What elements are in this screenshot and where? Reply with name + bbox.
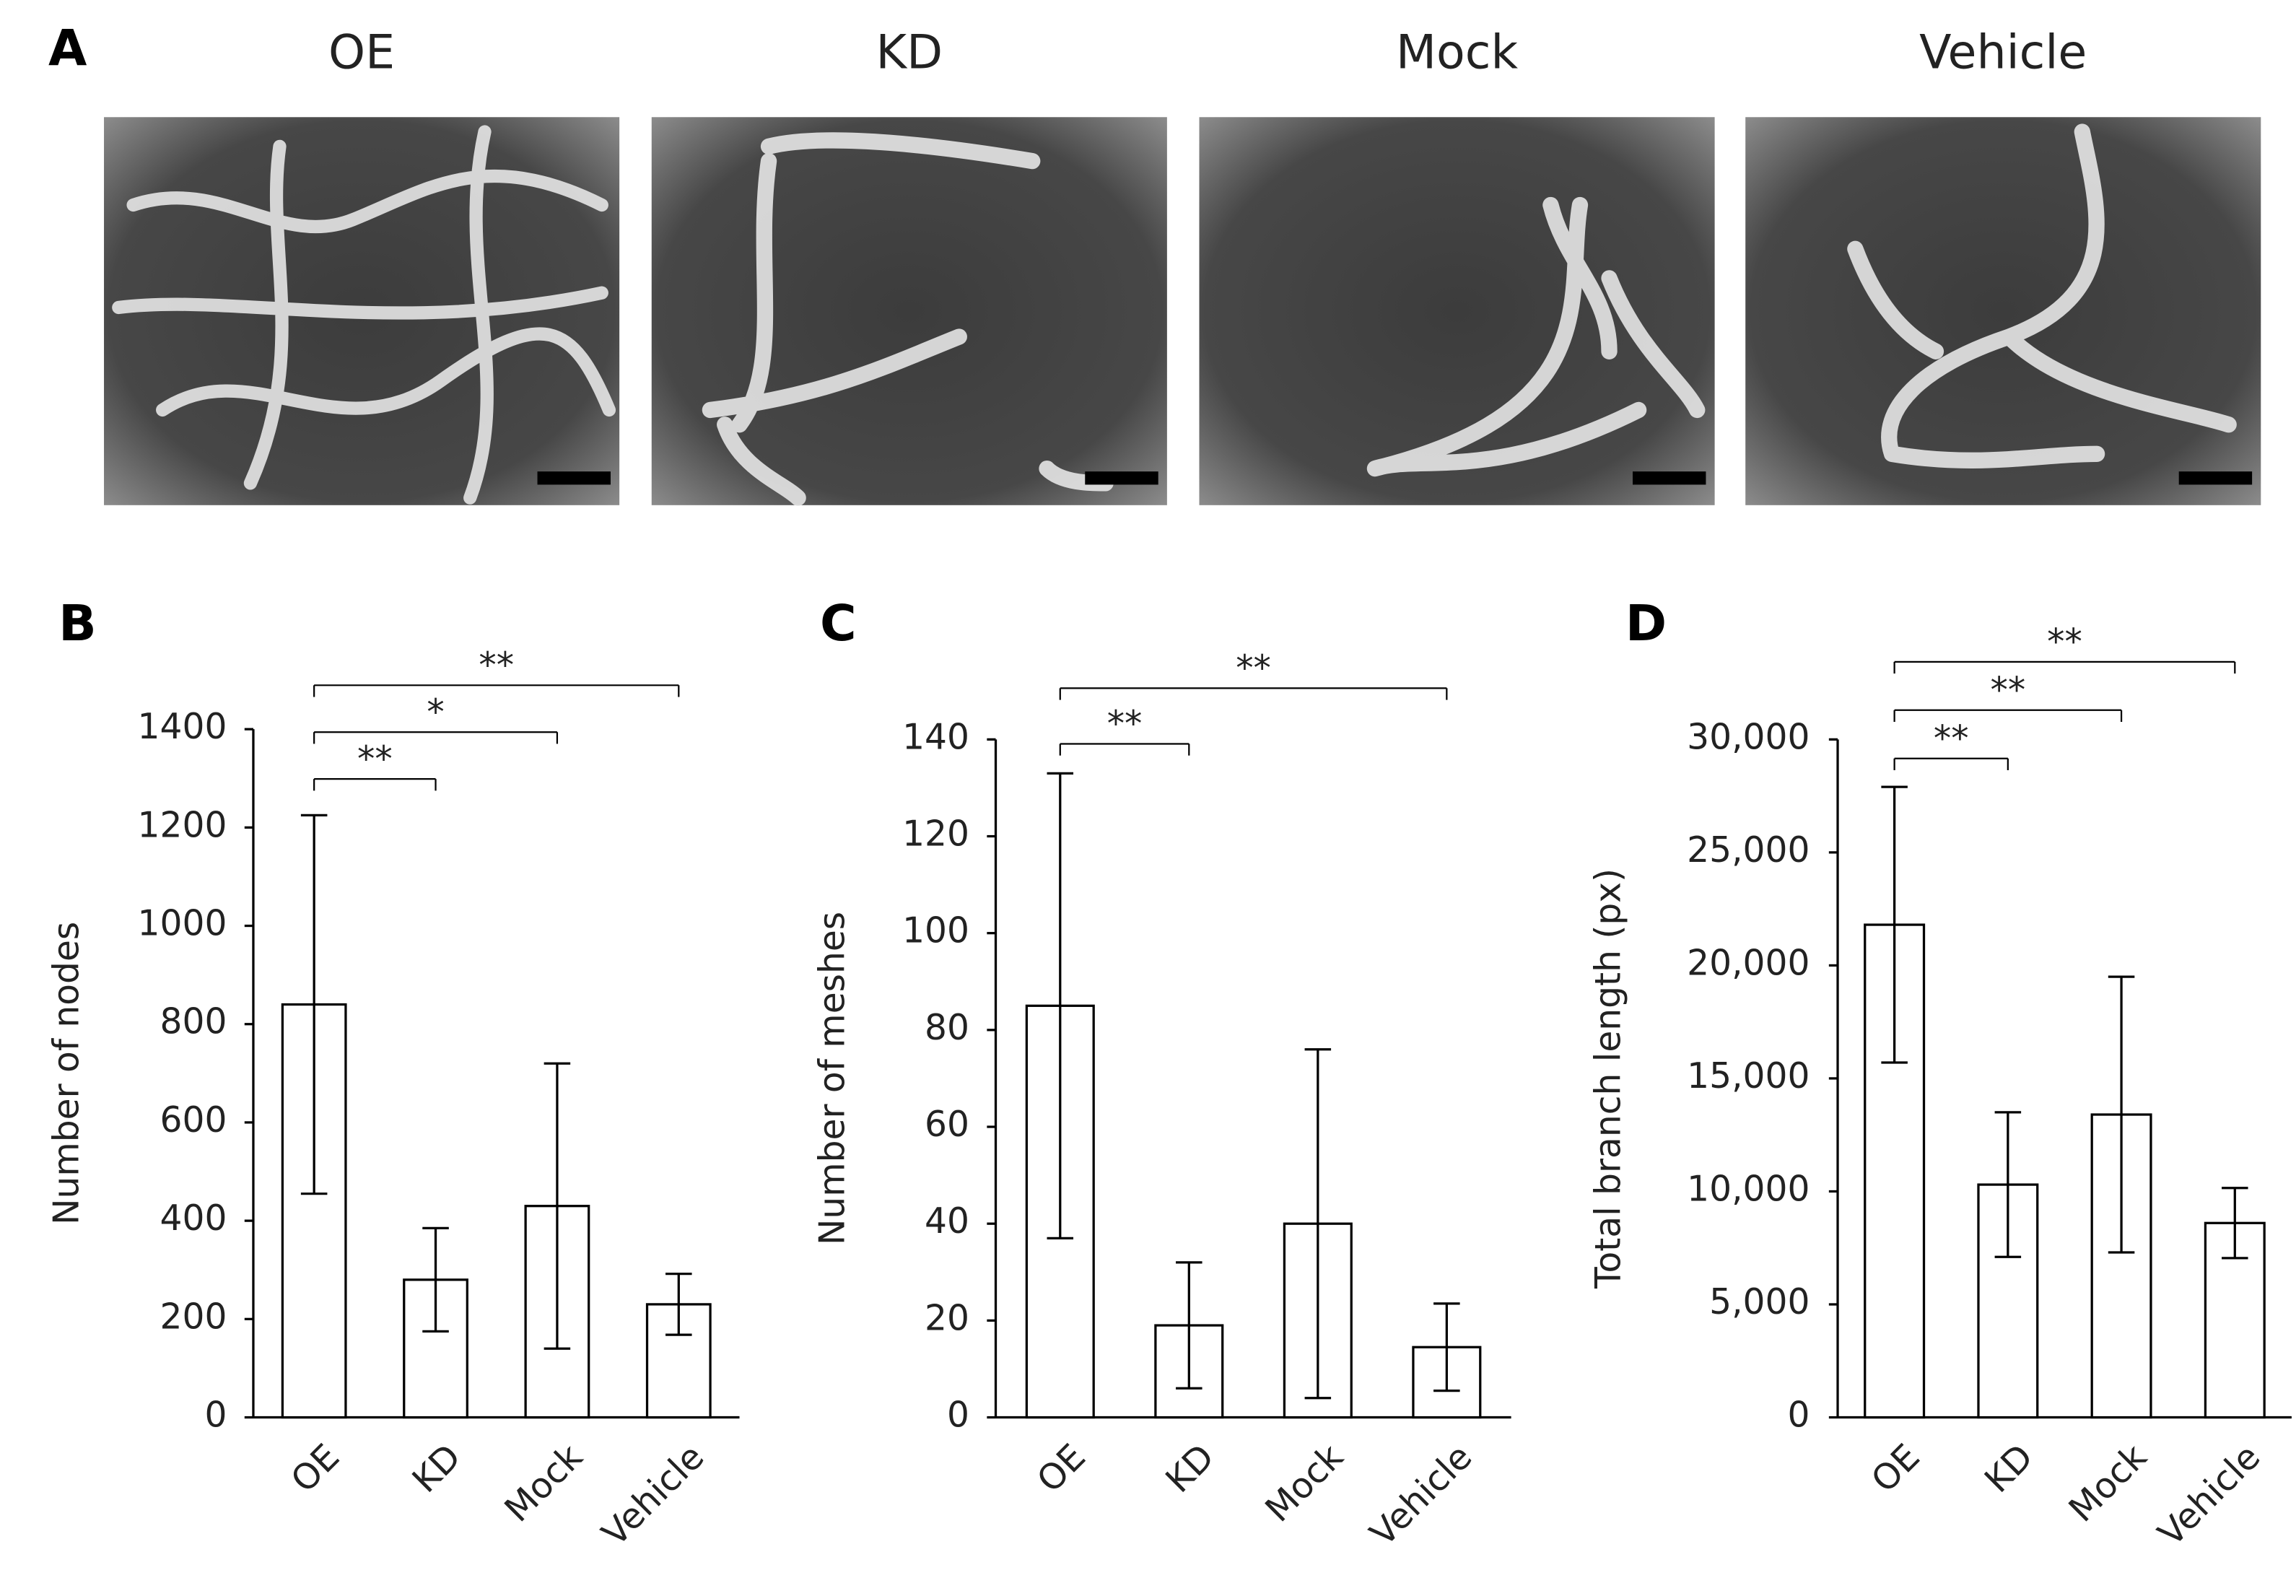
y-tick-label: 10,000 (1687, 1169, 1810, 1209)
y-tick-label: 1400 (138, 707, 227, 747)
x-tick-label: KD (405, 1436, 469, 1501)
micrograph (1199, 117, 1715, 505)
image-title: Mock (1396, 26, 1518, 80)
x-tick-label: OE (284, 1436, 347, 1500)
panel-label: C (820, 595, 857, 653)
x-tick-label: Vehicle (1363, 1436, 1480, 1554)
x-tick-label: Vehicle (2151, 1436, 2269, 1554)
y-axis-label: Number of nodes (46, 922, 87, 1225)
micrograph-background (1745, 117, 2261, 505)
x-tick-label: Mock (497, 1436, 591, 1530)
x-tick-label: Mock (2061, 1436, 2155, 1530)
y-tick-label: 600 (160, 1100, 227, 1141)
y-tick-label: 25,000 (1687, 830, 1810, 871)
cell-network (112, 125, 616, 505)
scale-bar (1632, 471, 1706, 485)
significance-label: ** (357, 739, 393, 780)
scale-bar (537, 471, 611, 485)
cell-network (1366, 196, 1706, 477)
image-title: KD (876, 26, 943, 80)
y-tick-label: 200 (160, 1296, 227, 1337)
x-tick-label: OE (1029, 1436, 1093, 1500)
y-tick-label: 100 (902, 911, 969, 951)
cell-network (702, 132, 1114, 506)
significance-label: ** (1107, 704, 1143, 744)
y-tick-label: 1000 (138, 904, 227, 944)
micrograph (651, 117, 1167, 506)
y-tick-label: 0 (204, 1395, 227, 1436)
image-row (104, 117, 2261, 506)
y-tick-label: 5,000 (1709, 1282, 1810, 1322)
scale-bar (2178, 471, 2253, 485)
significance-label: ** (1236, 648, 1271, 689)
cell-network (1847, 123, 2237, 468)
y-tick-label: 15,000 (1687, 1056, 1810, 1096)
x-tick-label: OE (1864, 1436, 1927, 1500)
x-tick-label: KD (1977, 1436, 2041, 1501)
y-tick-label: 60 (925, 1104, 969, 1145)
y-axis-label: Number of meshes (812, 912, 852, 1245)
scale-bar (1085, 471, 1158, 485)
y-tick-label: 80 (925, 1008, 969, 1048)
panel-label: B (58, 595, 97, 653)
y-tick-label: 30,000 (1687, 717, 1810, 757)
y-tick-label: 1200 (138, 805, 227, 845)
y-tick-label: 20 (925, 1298, 969, 1338)
x-tick-label: Mock (1258, 1436, 1352, 1530)
panel-label: A (48, 19, 87, 77)
panel-label: D (1625, 595, 1667, 653)
y-tick-label: 0 (1788, 1395, 1810, 1436)
x-tick-label: KD (1158, 1436, 1223, 1501)
significance-label: ** (2047, 622, 2082, 663)
y-tick-label: 120 (902, 814, 969, 855)
y-tick-label: 140 (902, 717, 969, 757)
significance-label: ** (1934, 718, 1969, 759)
significance-label: ** (479, 645, 514, 686)
y-tick-label: 0 (947, 1395, 969, 1436)
x-tick-label: Vehicle (595, 1436, 712, 1554)
y-tick-label: 400 (160, 1198, 227, 1239)
y-tick-label: 40 (925, 1201, 969, 1242)
significance-label: * (427, 692, 444, 733)
y-tick-label: 20,000 (1687, 943, 1810, 983)
micrograph (104, 117, 620, 505)
image-title: OE (328, 26, 395, 80)
significance-label: ** (1991, 670, 2026, 710)
y-axis-label: Total branch length (px) (1589, 868, 1629, 1289)
image-title: Vehicle (1919, 26, 2087, 80)
y-tick-label: 800 (160, 1002, 227, 1042)
micrograph (1745, 117, 2261, 505)
